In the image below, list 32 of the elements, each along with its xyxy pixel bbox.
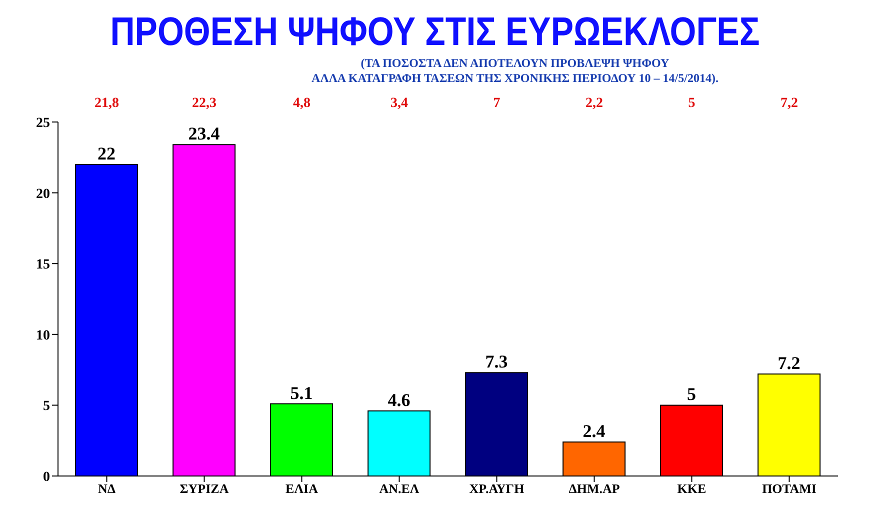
y-tick-label: 25 xyxy=(36,116,50,131)
x-tick-label: ΑΝ.ΕΛ xyxy=(379,481,420,496)
x-tick-label: ΣΥΡΙΖΑ xyxy=(180,481,230,496)
x-tick-label: ΔΗΜ.ΑΡ xyxy=(568,481,620,496)
text: 2,2 xyxy=(584,96,604,112)
data-label: 4.6 xyxy=(388,390,410,410)
text: 7,2 xyxy=(780,96,799,112)
x-tick-label: ΧΡ.ΑΥΓΗ xyxy=(469,481,524,496)
chart-title: ΠΡΟΘΕΣΗ ΨΗΦΟΥ ΣΤΙΣ ΕΥΡΩΕΚΛΟΓΕΣ xyxy=(109,9,761,56)
data-label: 5 xyxy=(687,384,696,404)
data-label: 2.4 xyxy=(582,421,606,442)
y-tick-label: 20 xyxy=(36,186,50,202)
data-label: 5.1 xyxy=(290,382,313,403)
text: 3,4 xyxy=(390,96,409,112)
x-tick-label: ΕΛΙΑ xyxy=(286,481,319,496)
x-tick-label: ΠΟΤΑΜΙ xyxy=(762,481,816,496)
y-tick-label: 15 xyxy=(36,258,50,273)
x-tick-label: ΚΚΕ xyxy=(677,481,706,496)
text: 22,3 xyxy=(191,96,218,112)
data-label: 22 xyxy=(98,143,116,164)
data-label: 7.2 xyxy=(778,353,800,374)
chart-subtitle: (ΤΑ ΠΟΣΟΣΤΑ ΔΕΝ ΑΠΟΤΕΛΟΥΝ ΠΡΟΒΛΕΨΗ ΨΗΦΟΥ ΑΛΛΑ ΚΑΤΑΓΡΑΦΗ ΤΑΣΕΩΝ ΤΗΣ ΧΡΟΝΙΚΗΣ ΠΕΡΙΟΔΟΥ 10 – 14/5/2014). xyxy=(310,56,720,86)
text: 7 xyxy=(492,96,502,112)
y-tick-label: 5 xyxy=(43,399,50,414)
text: 4,8 xyxy=(292,96,312,112)
text: 5 xyxy=(687,96,696,112)
data-label: 7.3 xyxy=(485,352,508,372)
x-tick-label: ΝΔ xyxy=(98,481,116,496)
text: 21,8 xyxy=(94,96,120,112)
data-label: 23.4 xyxy=(188,124,220,144)
y-tick-label: 10 xyxy=(36,328,50,344)
y-tick-label: 0 xyxy=(43,470,50,485)
